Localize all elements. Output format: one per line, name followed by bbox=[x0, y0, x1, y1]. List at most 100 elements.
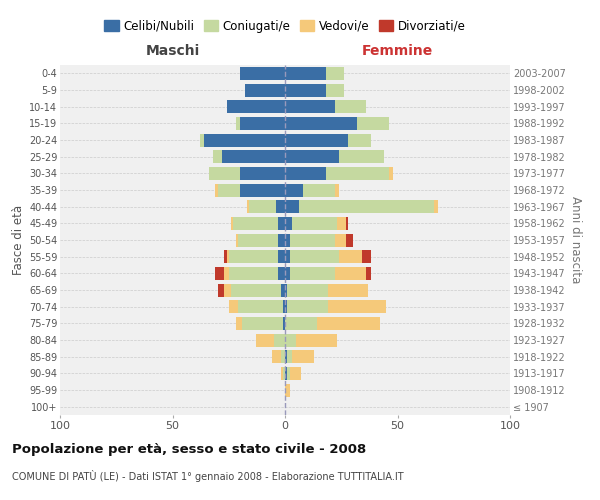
Bar bbox=[287, 300, 328, 313]
Bar bbox=[231, 284, 281, 296]
Bar bbox=[274, 334, 285, 346]
Bar bbox=[325, 167, 389, 180]
Y-axis label: Fasce di età: Fasce di età bbox=[11, 205, 25, 275]
Bar bbox=[215, 267, 224, 280]
Bar bbox=[335, 234, 346, 246]
Bar bbox=[285, 317, 317, 330]
Bar bbox=[285, 284, 287, 296]
Bar bbox=[339, 150, 384, 163]
Bar bbox=[296, 334, 337, 346]
Legend: Celibi/Nubili, Coniugati/e, Vedovi/e, Divorziati/e: Celibi/Nubili, Coniugati/e, Vedovi/e, Di… bbox=[100, 15, 470, 38]
Bar bbox=[285, 67, 325, 80]
Y-axis label: Anni di nascita: Anni di nascita bbox=[569, 196, 583, 284]
Bar bbox=[278, 250, 285, 263]
Bar bbox=[235, 234, 238, 246]
Bar bbox=[328, 300, 386, 313]
Bar bbox=[278, 267, 285, 280]
Bar bbox=[285, 384, 290, 396]
Bar bbox=[224, 284, 231, 296]
Bar bbox=[242, 317, 283, 330]
Bar bbox=[235, 117, 240, 130]
Text: COMUNE DI PATÙ (LE) - Dati ISTAT 1° gennaio 2008 - Elaborazione TUTTITALIA.IT: COMUNE DI PATÙ (LE) - Dati ISTAT 1° genn… bbox=[12, 470, 404, 482]
Bar bbox=[335, 267, 366, 280]
Bar bbox=[285, 300, 287, 313]
Bar bbox=[328, 284, 368, 296]
Bar bbox=[287, 284, 328, 296]
Text: Maschi: Maschi bbox=[145, 44, 200, 58]
Bar bbox=[215, 184, 218, 196]
Bar bbox=[317, 317, 380, 330]
Bar bbox=[285, 200, 299, 213]
Bar bbox=[278, 234, 285, 246]
Bar bbox=[290, 234, 335, 246]
Bar bbox=[361, 250, 371, 263]
Bar bbox=[335, 184, 339, 196]
Bar bbox=[292, 350, 314, 363]
Bar bbox=[227, 250, 229, 263]
Bar bbox=[285, 250, 290, 263]
Bar bbox=[325, 84, 343, 96]
Bar bbox=[235, 317, 242, 330]
Bar bbox=[256, 334, 274, 346]
Bar bbox=[222, 150, 285, 163]
Bar bbox=[283, 317, 285, 330]
Bar bbox=[299, 200, 433, 213]
Bar bbox=[290, 367, 301, 380]
Bar bbox=[240, 167, 285, 180]
Bar bbox=[285, 134, 348, 146]
Bar bbox=[348, 134, 371, 146]
Bar bbox=[285, 100, 335, 113]
Bar bbox=[285, 217, 292, 230]
Bar bbox=[346, 217, 348, 230]
Bar bbox=[281, 284, 285, 296]
Text: Femmine: Femmine bbox=[362, 44, 433, 58]
Bar bbox=[238, 234, 278, 246]
Bar bbox=[233, 217, 278, 230]
Bar bbox=[231, 217, 233, 230]
Bar bbox=[285, 117, 357, 130]
Bar bbox=[245, 84, 285, 96]
Bar bbox=[287, 367, 290, 380]
Bar bbox=[209, 167, 240, 180]
Bar bbox=[285, 150, 339, 163]
Bar bbox=[240, 117, 285, 130]
Bar bbox=[366, 267, 371, 280]
Bar bbox=[283, 300, 285, 313]
Bar bbox=[213, 150, 222, 163]
Bar bbox=[229, 267, 278, 280]
Bar bbox=[303, 184, 335, 196]
Bar bbox=[290, 250, 339, 263]
Bar bbox=[339, 250, 361, 263]
Bar bbox=[357, 117, 389, 130]
Bar bbox=[285, 350, 287, 363]
Bar bbox=[276, 200, 285, 213]
Bar bbox=[224, 267, 229, 280]
Bar bbox=[290, 267, 335, 280]
Bar bbox=[238, 300, 283, 313]
Bar bbox=[281, 350, 285, 363]
Bar bbox=[281, 367, 283, 380]
Bar bbox=[229, 250, 278, 263]
Bar bbox=[325, 67, 343, 80]
Bar bbox=[285, 367, 287, 380]
Bar bbox=[285, 334, 296, 346]
Bar bbox=[227, 100, 285, 113]
Bar bbox=[287, 350, 292, 363]
Bar bbox=[337, 217, 346, 230]
Bar bbox=[229, 300, 238, 313]
Bar bbox=[278, 217, 285, 230]
Bar bbox=[249, 200, 276, 213]
Bar bbox=[335, 100, 366, 113]
Bar bbox=[218, 284, 224, 296]
Bar bbox=[285, 267, 290, 280]
Text: Popolazione per età, sesso e stato civile - 2008: Popolazione per età, sesso e stato civil… bbox=[12, 442, 366, 456]
Bar bbox=[433, 200, 438, 213]
Bar bbox=[247, 200, 249, 213]
Bar bbox=[240, 67, 285, 80]
Bar bbox=[389, 167, 393, 180]
Bar bbox=[346, 234, 353, 246]
Bar bbox=[283, 367, 285, 380]
Bar bbox=[224, 250, 227, 263]
Bar bbox=[285, 234, 290, 246]
Bar bbox=[240, 184, 285, 196]
